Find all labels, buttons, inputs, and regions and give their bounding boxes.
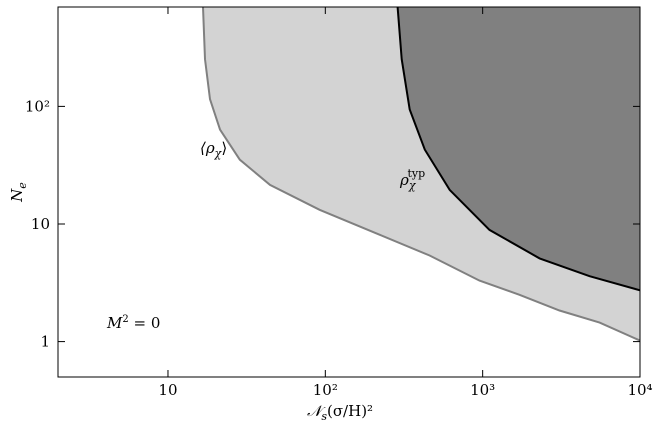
annotation-mean: ⟨ρχ⟩ xyxy=(200,139,227,160)
ann-mean-open: ⟨ρ xyxy=(200,139,215,157)
ann-mass-sup: 2 xyxy=(122,314,128,325)
ann-typ-base: ρ xyxy=(399,171,409,189)
ann-typ-sup: typ xyxy=(408,167,426,180)
ann-typ-sub: χ xyxy=(408,179,417,192)
plot-frame xyxy=(57,6,641,378)
x-tick-label: 10 xyxy=(158,381,177,399)
ann-mass-base: M xyxy=(106,314,123,332)
x-label-sub: s xyxy=(321,410,327,423)
y-label-base: N xyxy=(8,188,26,203)
ann-mass-rest: = 0 xyxy=(129,314,161,332)
y-tick-label: 10² xyxy=(25,97,50,115)
y-label-sub: e xyxy=(16,182,29,189)
x-label-base: 𝒩 xyxy=(307,402,326,420)
ann-mean-close: ⟩ xyxy=(221,139,227,157)
y-axis-label: Ne xyxy=(8,182,29,203)
x-tick-label: 10³ xyxy=(470,381,495,399)
x-tick-label: 10² xyxy=(313,381,338,399)
annotation-typ: ρχtyp xyxy=(399,167,425,192)
ann-mean-sub: χ xyxy=(214,147,223,160)
boundary-line xyxy=(202,6,641,342)
y-tick-label: 10 xyxy=(31,215,50,233)
boundary-line xyxy=(396,6,641,292)
x-axis-label: 𝒩s(σ/H)² xyxy=(307,402,373,423)
areas xyxy=(202,6,641,342)
x-label-rest: (σ/H)² xyxy=(327,402,373,420)
y-tick-label: 1 xyxy=(40,333,50,351)
x-tick-label: 10⁴ xyxy=(627,381,652,399)
region xyxy=(397,7,640,291)
annotation-mass: M2 = 0 xyxy=(106,314,160,332)
